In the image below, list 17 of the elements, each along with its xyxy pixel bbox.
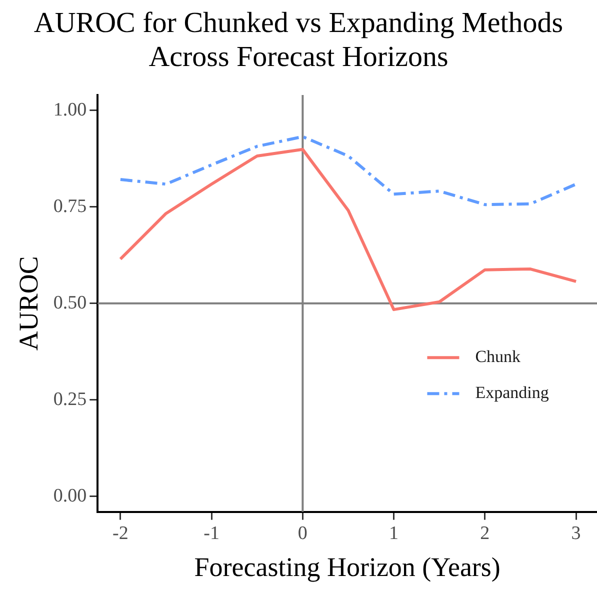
x-tick-label: 0 [298, 523, 308, 544]
y-tick-label: 0.50 [53, 292, 87, 314]
y-tick-label: 0.00 [53, 485, 87, 506]
y-tick-label: 1.00 [53, 99, 87, 120]
line-series [118, 135, 578, 206]
chart-title: AUROC for Chunked vs Expanding Methods Across Forecast Horizons [32, 6, 564, 75]
legend-label: Chunk [475, 347, 522, 366]
legend-label: Expanding [475, 383, 550, 402]
x-tick-label: -1 [204, 523, 220, 544]
x-tick-label: 1 [389, 523, 399, 544]
x-tick-label: 2 [480, 523, 490, 544]
y-tick-label: 0.75 [53, 196, 87, 217]
y-axis-title: AUROC [13, 256, 44, 351]
x-axis-title: Forecasting Horizon (Years) [194, 552, 500, 582]
y-tick-label: 0.25 [53, 388, 87, 410]
x-tick-label: -2 [112, 523, 128, 544]
x-tick-label: 3 [571, 523, 581, 544]
